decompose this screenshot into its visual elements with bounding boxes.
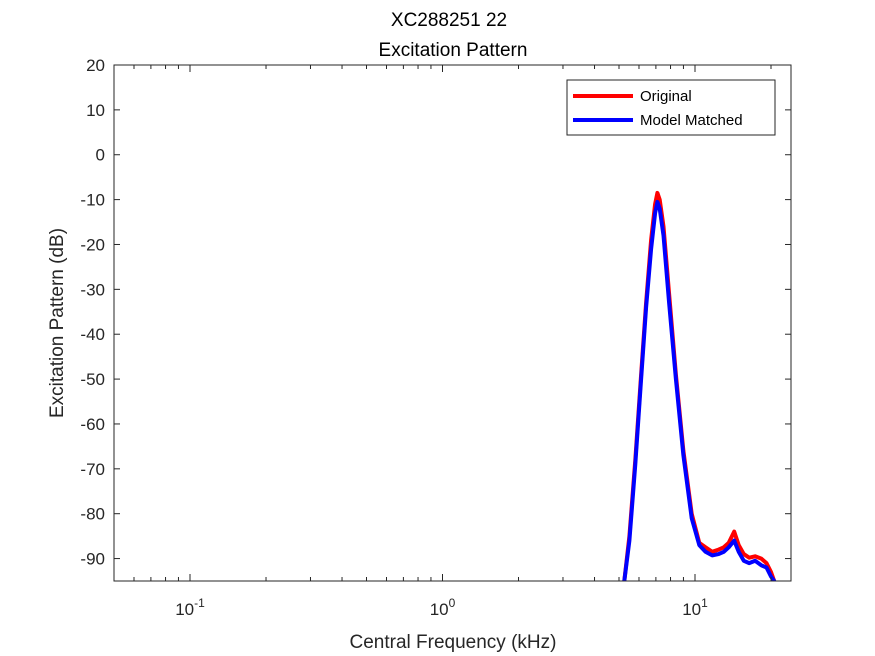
x-tick-label: 100 — [430, 596, 456, 619]
x-tick-label: 101 — [682, 596, 708, 619]
chart-title: XC288251 22 — [391, 10, 507, 31]
legend: Original Model Matched — [566, 79, 776, 136]
y-tick-label: -10 — [80, 191, 105, 210]
legend-entry-label: Model Matched — [640, 112, 743, 129]
y-axis-label: Excitation Pattern (dB) — [47, 228, 68, 418]
y-tick-label: -20 — [80, 235, 105, 254]
plot-area — [114, 65, 791, 581]
y-tick-label: 0 — [96, 146, 105, 165]
axes-box — [113, 64, 792, 582]
y-tick-label: -60 — [80, 415, 105, 434]
legend-entry-label: Original — [640, 88, 692, 105]
y-tick-label: 10 — [86, 101, 105, 120]
y-tick-label: -80 — [80, 505, 105, 524]
series-line-model-matched — [622, 199, 777, 581]
y-tick-label: -90 — [80, 550, 105, 569]
y-tick-label: 20 — [86, 56, 105, 75]
x-tick-label: 10-1 — [175, 596, 205, 619]
series-layer — [622, 190, 777, 581]
chart-subtitle: Excitation Pattern — [379, 40, 528, 61]
y-tick-label: -40 — [80, 325, 105, 344]
y-tick-label: -70 — [80, 460, 105, 479]
x-axis-label: Central Frequency (kHz) — [350, 632, 557, 653]
y-tick-label: -50 — [80, 370, 105, 389]
legend-box — [566, 79, 776, 136]
y-tick-label: -30 — [80, 280, 105, 299]
